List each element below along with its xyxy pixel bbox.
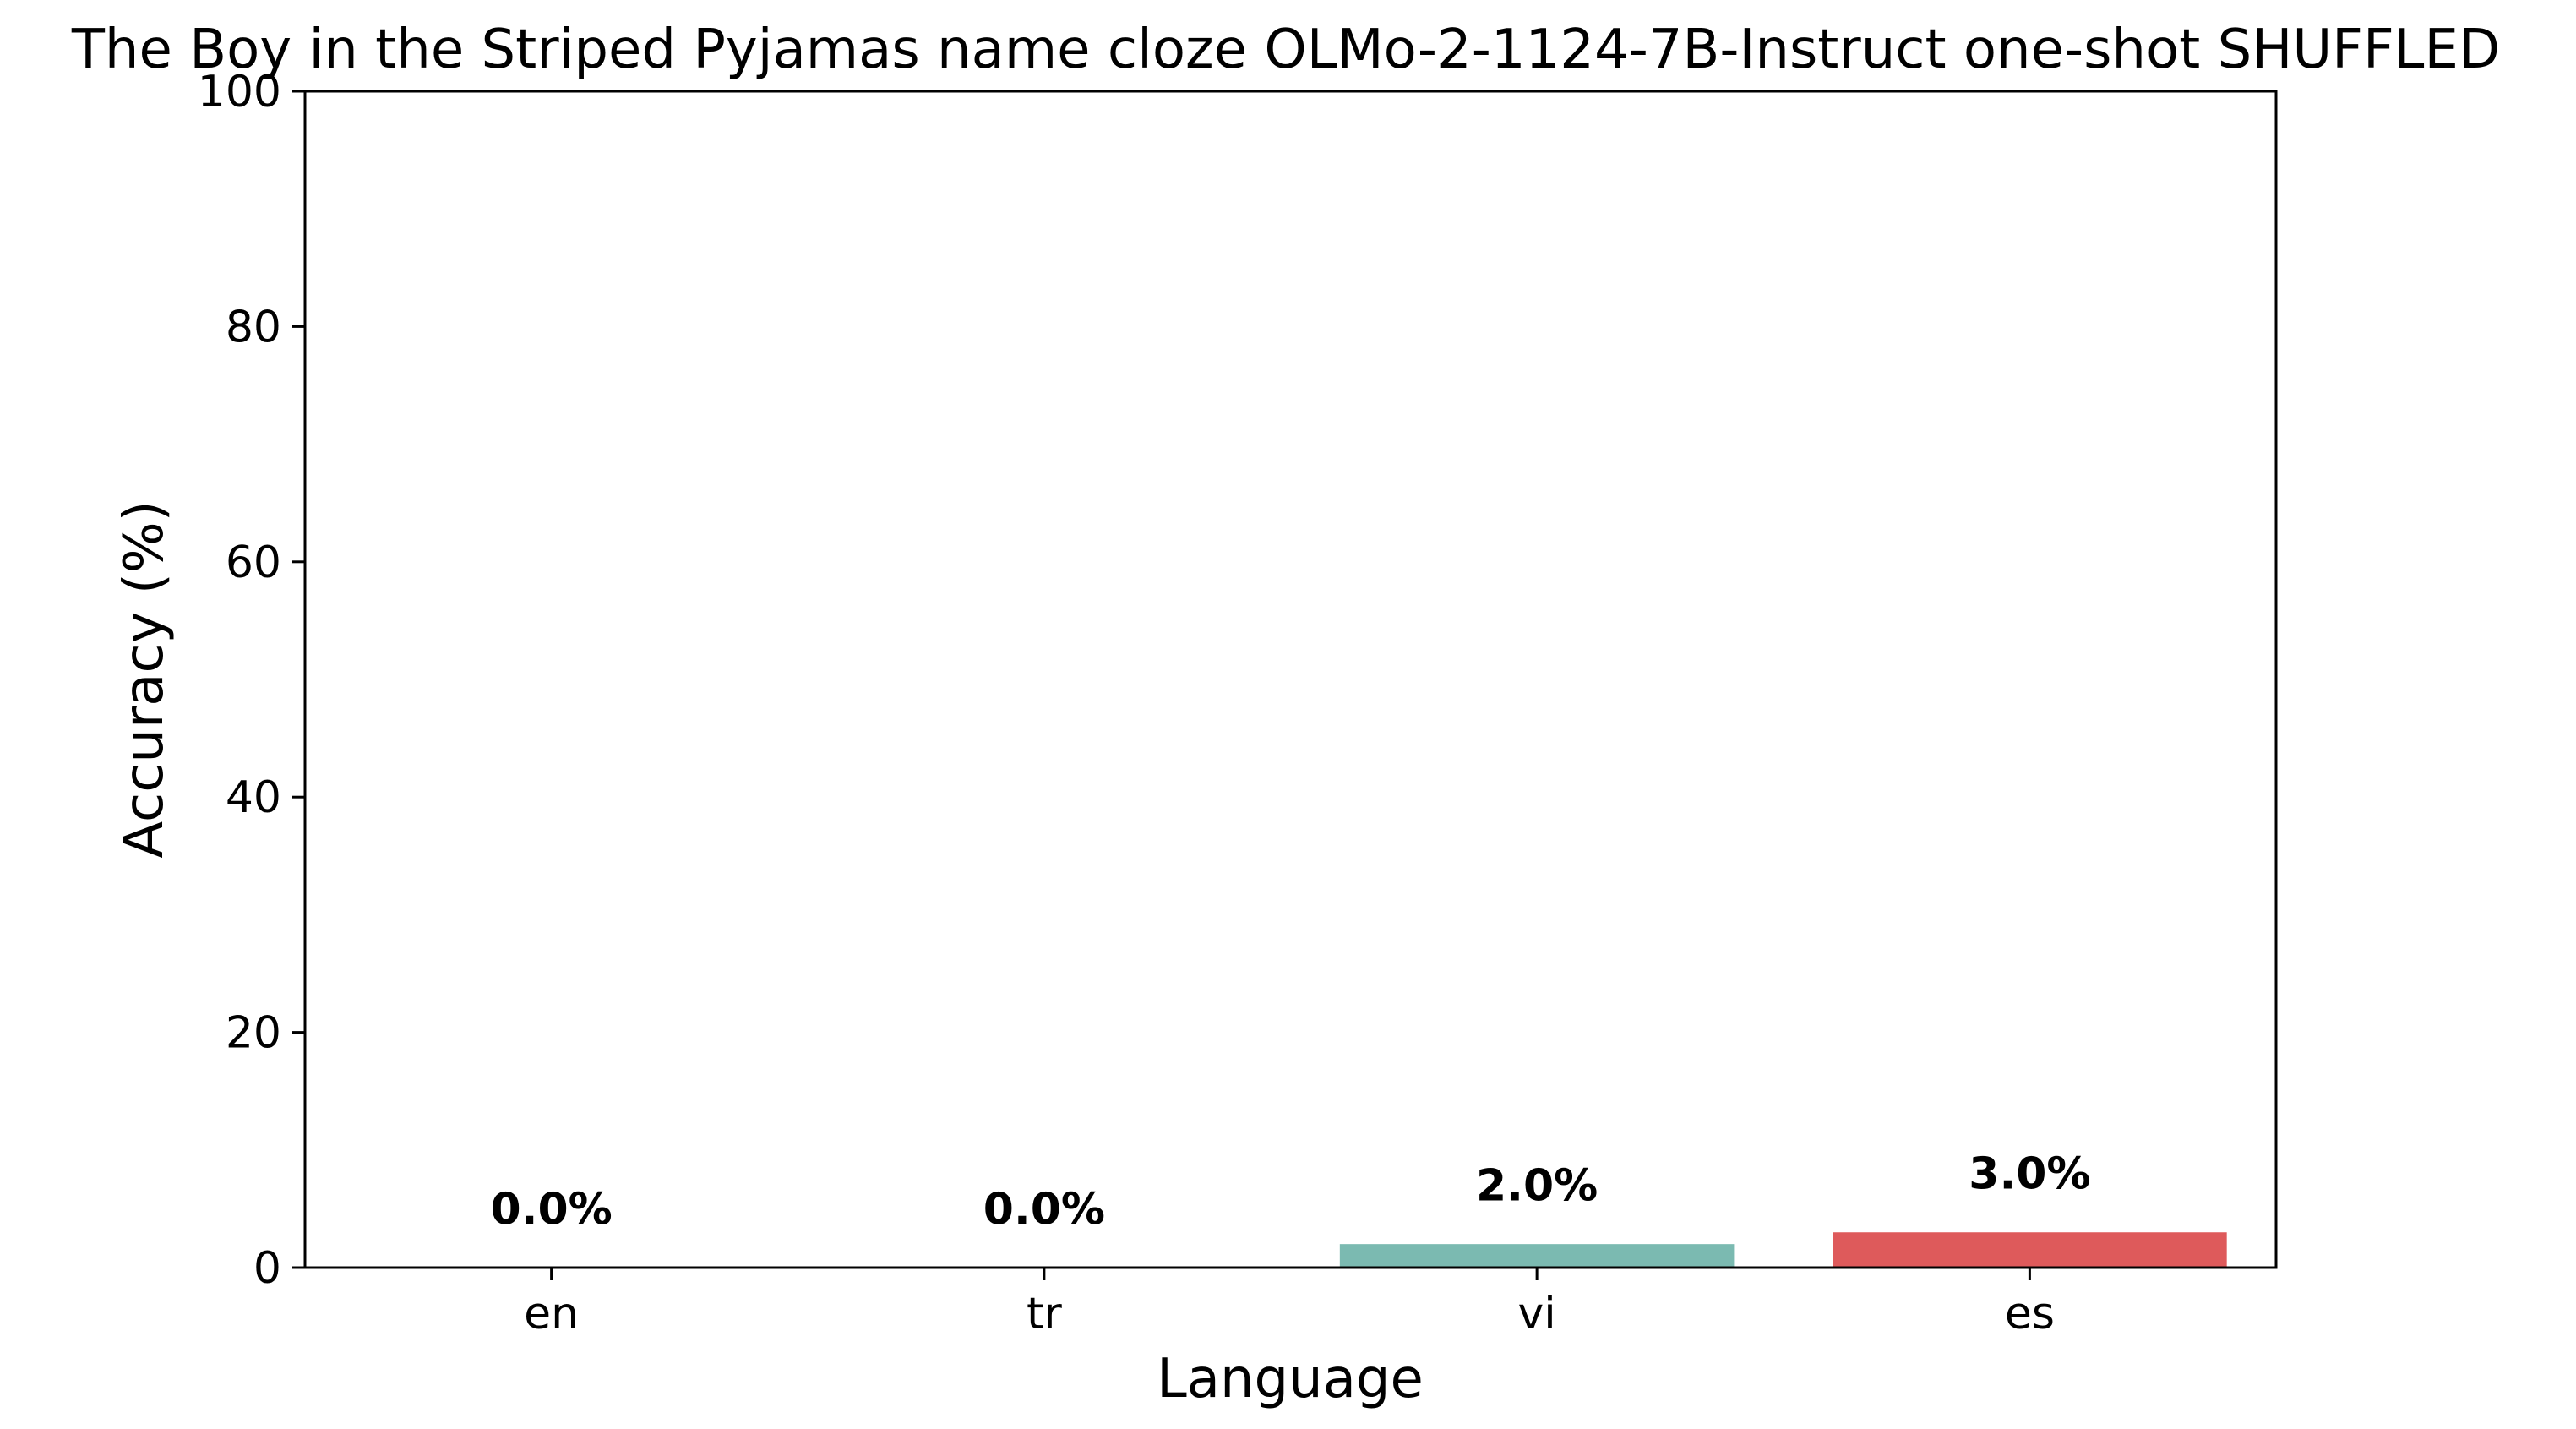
bar-value-label-vi: 2.0% [1476,1161,1598,1212]
x-tick-label-en: en [524,1289,579,1339]
y-tick-label: 100 [198,67,281,117]
bar-value-label-es: 3.0% [1969,1149,2090,1200]
bar-value-labels: 0.0% 0.0% 2.0% 3.0% [491,1149,2091,1235]
x-axis-ticks: en tr vi es [524,1268,2055,1339]
plot-frame [303,90,2278,1269]
x-tick-label-es: es [2005,1289,2055,1339]
chart-title: The Boy in the Striped Pyjamas name cloz… [71,19,2500,81]
bar-es [1833,1232,2227,1268]
x-tick-label-vi: vi [1518,1289,1556,1339]
y-tick-label: 80 [226,302,281,352]
bar-value-label-tr: 0.0% [983,1184,1105,1235]
y-axis-ticks: 0 20 40 60 80 100 [198,67,305,1294]
y-axis-label: Accuracy (%) [113,500,176,858]
bar-value-label-en: 0.0% [491,1184,613,1235]
bar-vi [1339,1244,1735,1268]
y-tick-label: 20 [226,1008,281,1059]
y-tick-label: 40 [226,772,281,823]
bars [1339,1232,2227,1268]
y-tick-label: 0 [253,1243,281,1294]
y-tick-label: 60 [226,537,281,588]
x-tick-label-tr: tr [1027,1289,1062,1339]
x-axis-label: Language [1157,1348,1424,1410]
